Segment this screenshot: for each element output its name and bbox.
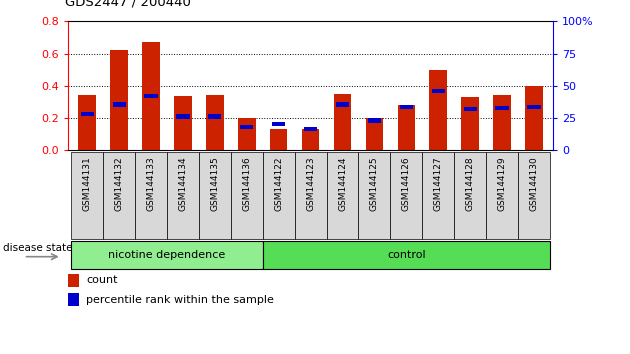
Bar [495,105,508,110]
Bar [527,105,541,109]
Text: GSM144122: GSM144122 [274,156,283,211]
Text: GDS2447 / 200440: GDS2447 / 200440 [65,0,191,9]
Bar [493,95,511,150]
FancyBboxPatch shape [358,152,391,239]
Bar [461,97,479,150]
Bar [81,112,94,116]
FancyBboxPatch shape [71,152,103,239]
Bar [302,130,319,150]
FancyBboxPatch shape [263,152,295,239]
Bar [176,114,190,119]
Bar [430,70,447,150]
FancyBboxPatch shape [135,152,167,239]
Bar [238,118,256,150]
Bar [68,293,79,307]
Text: GSM144131: GSM144131 [83,156,92,211]
Bar [464,107,477,112]
Bar [144,94,158,98]
Bar [68,274,79,287]
Text: GSM144134: GSM144134 [178,156,188,211]
Bar [270,130,287,150]
Bar [334,94,352,150]
FancyBboxPatch shape [518,152,550,239]
FancyBboxPatch shape [231,152,263,239]
FancyBboxPatch shape [454,152,486,239]
Text: count: count [86,275,117,285]
Text: GSM144127: GSM144127 [433,156,443,211]
FancyBboxPatch shape [422,152,454,239]
Text: GSM144128: GSM144128 [466,156,474,211]
Bar [336,102,349,107]
Text: GSM144132: GSM144132 [115,156,123,211]
Text: percentile rank within the sample: percentile rank within the sample [86,295,274,305]
FancyBboxPatch shape [103,152,135,239]
Bar [272,122,285,126]
Bar [206,95,224,150]
Bar [78,95,96,150]
Text: GSM144124: GSM144124 [338,156,347,211]
Bar [365,118,383,150]
Bar [398,105,415,150]
Bar [110,50,128,150]
FancyBboxPatch shape [71,241,263,269]
Bar [113,102,126,107]
FancyBboxPatch shape [263,241,550,269]
Text: GSM144123: GSM144123 [306,156,315,211]
FancyBboxPatch shape [486,152,518,239]
Bar [400,105,413,109]
Bar [525,86,543,150]
Text: GSM144130: GSM144130 [529,156,539,211]
FancyBboxPatch shape [326,152,358,239]
FancyBboxPatch shape [167,152,199,239]
Bar [142,42,160,150]
Text: control: control [387,250,426,259]
Bar [304,126,317,131]
Text: GSM144129: GSM144129 [498,156,507,211]
FancyBboxPatch shape [199,152,231,239]
Bar [368,119,381,123]
Text: GSM144136: GSM144136 [243,156,251,211]
Text: nicotine dependence: nicotine dependence [108,250,226,259]
Bar [240,125,253,129]
Text: disease state: disease state [3,243,72,253]
Text: GSM144135: GSM144135 [210,156,219,211]
Bar [432,88,445,93]
FancyBboxPatch shape [391,152,422,239]
Text: GSM144126: GSM144126 [402,156,411,211]
Text: GSM144125: GSM144125 [370,156,379,211]
FancyBboxPatch shape [295,152,326,239]
Bar [174,96,192,150]
Text: GSM144133: GSM144133 [147,156,156,211]
Bar [209,114,221,119]
